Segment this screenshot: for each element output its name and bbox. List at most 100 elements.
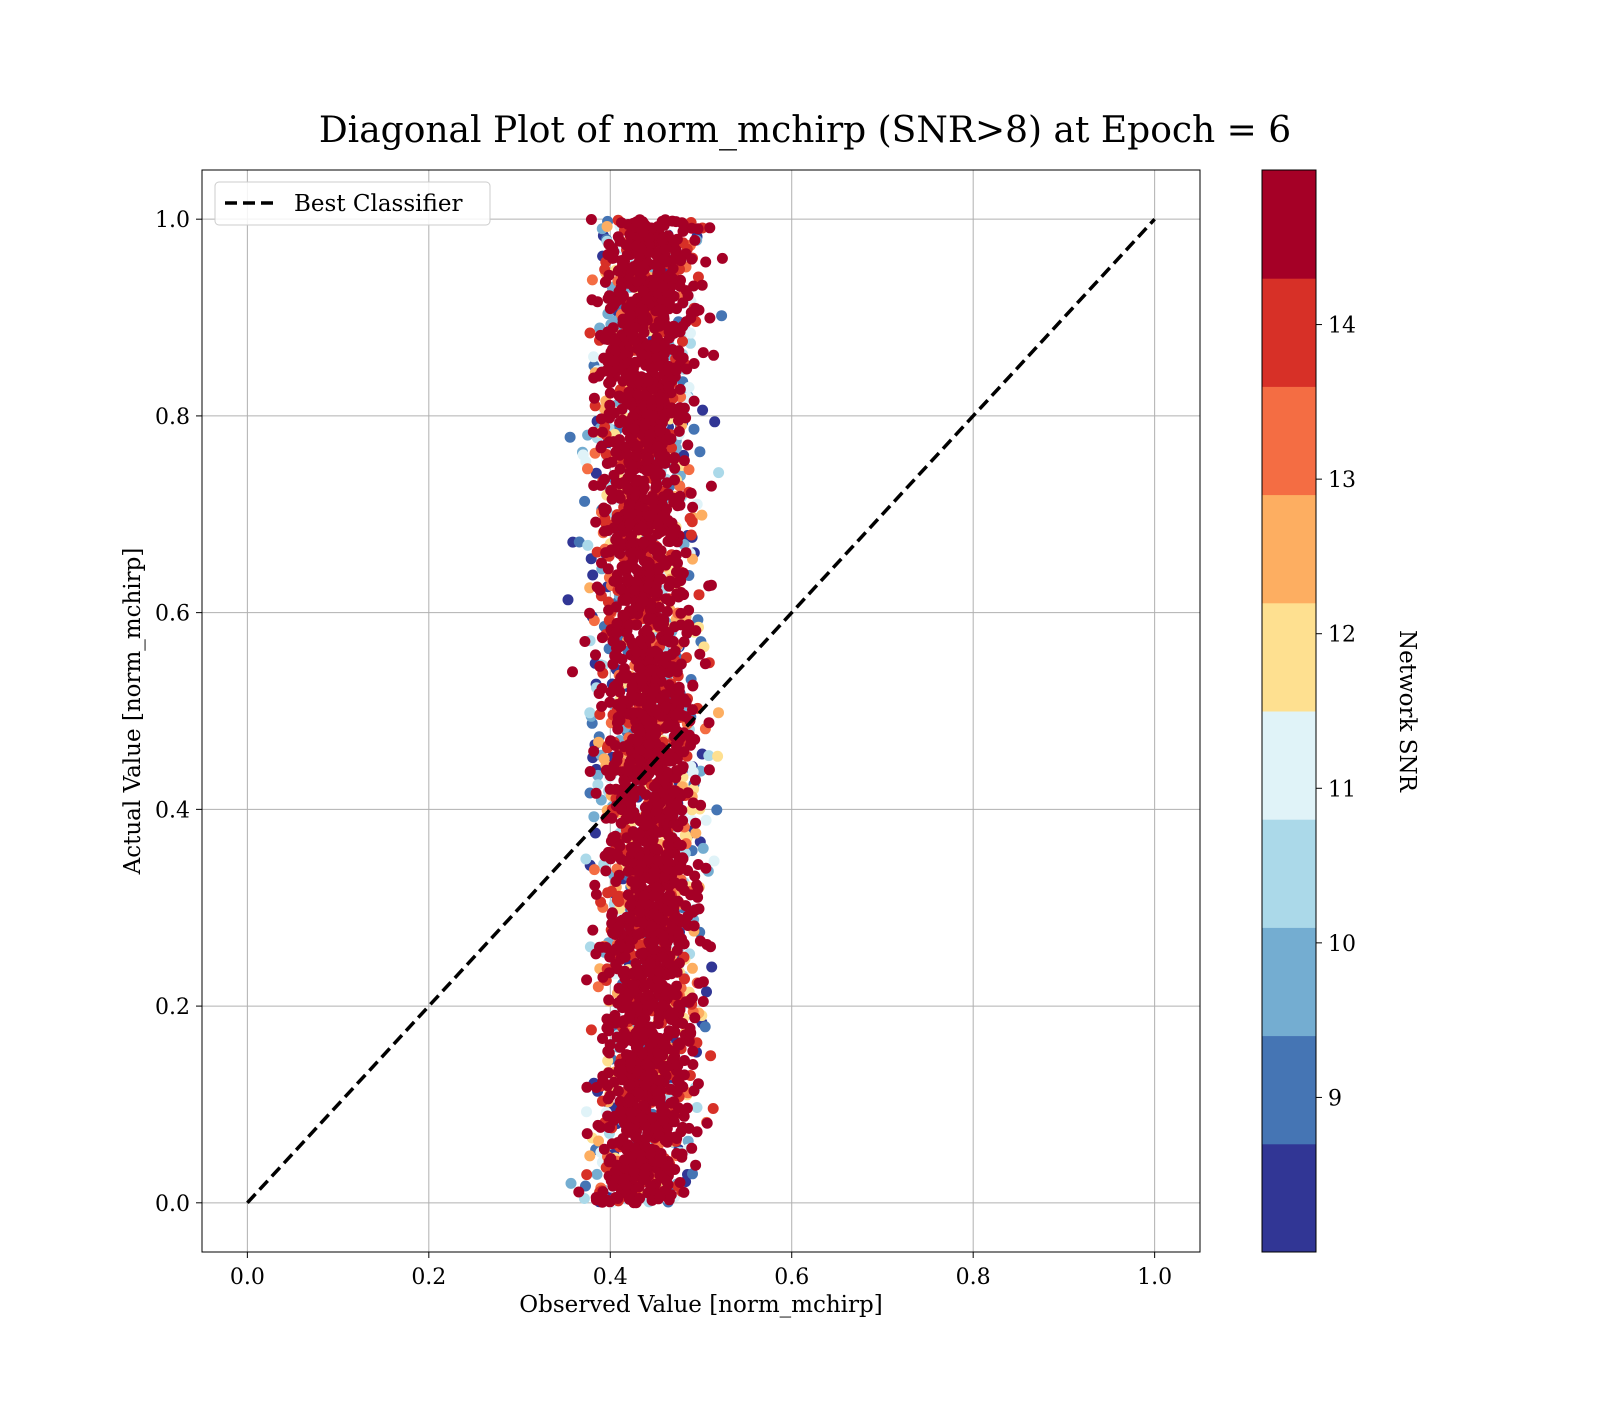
- scatter-point: [618, 1173, 630, 1185]
- scatter-point: [677, 225, 689, 237]
- colorbar-label: Network SNR: [1394, 630, 1420, 793]
- scatter-point: [670, 710, 682, 722]
- scatter-point: [650, 342, 661, 354]
- scatter-point: [596, 700, 608, 712]
- scatter-point: [683, 464, 695, 476]
- scatter-point: [699, 1021, 711, 1033]
- colorbar-band: [1262, 494, 1316, 604]
- scatter-point: [632, 389, 644, 401]
- scatter-point: [611, 717, 623, 729]
- scatter-point: [614, 463, 626, 475]
- scatter-point: [687, 501, 699, 513]
- scatter-point: [674, 490, 686, 502]
- scatter-point: [562, 594, 574, 606]
- scatter-point: [646, 1112, 658, 1124]
- scatter-point: [646, 1027, 658, 1039]
- scatter-point: [637, 595, 649, 607]
- scatter-point: [588, 351, 600, 363]
- scatter-point: [619, 349, 631, 361]
- scatter-point: [573, 536, 585, 548]
- scatter-point: [663, 1194, 675, 1206]
- scatter-point: [635, 1016, 647, 1028]
- colorbar-band: [1262, 278, 1316, 387]
- scatter-point: [564, 431, 576, 443]
- scatter-point: [632, 735, 644, 747]
- scatter-point: [614, 492, 626, 504]
- scatter-point: [705, 480, 717, 492]
- scatter-point: [661, 503, 673, 515]
- colorbar-band: [1262, 819, 1316, 928]
- scatter-point: [624, 1079, 636, 1091]
- scatter-point: [688, 395, 700, 407]
- scatter-point: [652, 854, 664, 866]
- scatter-point: [630, 840, 642, 852]
- scatter-point: [657, 1101, 668, 1113]
- scatter-point: [668, 1116, 680, 1128]
- colorbar: 9 10 11 12 13 14 Network SNR: [1261, 169, 1420, 1253]
- x-tick-label: 0.6: [774, 1265, 809, 1290]
- scatter-point: [677, 320, 689, 332]
- scatter-point: [620, 855, 632, 867]
- scatter-point: [648, 936, 660, 948]
- scatter-point: [692, 859, 704, 870]
- scatter-point: [629, 584, 641, 596]
- scatter-point: [664, 755, 676, 767]
- scatter-point: [644, 958, 656, 970]
- scatter-point: [674, 383, 686, 395]
- scatter-point: [624, 309, 636, 321]
- scatter-point: [631, 276, 643, 287]
- colorbar-band: [1262, 711, 1316, 820]
- scatter-point: [705, 941, 716, 953]
- scatter-point: [624, 619, 636, 631]
- x-tick-label: 0.2: [411, 1265, 446, 1290]
- scatter-point: [611, 1031, 623, 1043]
- scatter-point: [694, 648, 706, 660]
- scatter-point: [567, 666, 578, 678]
- scatter-point: [602, 249, 614, 261]
- scatter-point: [616, 403, 628, 415]
- scatter-point: [609, 650, 621, 662]
- scatter-point: [643, 452, 655, 464]
- scatter-point: [640, 714, 652, 726]
- scatter-point: [618, 775, 630, 787]
- colorbar-tick-label: 13: [1328, 468, 1356, 493]
- scatter-point: [592, 779, 604, 791]
- scatter-point: [636, 522, 648, 534]
- scatter-point: [590, 888, 602, 900]
- scatter-point: [607, 832, 619, 843]
- scatter-point: [712, 750, 724, 762]
- scatter-point: [585, 1024, 597, 1036]
- scatter-point: [648, 781, 660, 793]
- scatter-point: [705, 1050, 717, 1062]
- scatter-point: [606, 907, 618, 919]
- scatter-point: [596, 632, 608, 644]
- scatter-point: [663, 381, 675, 393]
- scatter-point: [639, 1168, 651, 1180]
- scatter-point: [682, 910, 694, 922]
- scatter-point: [713, 467, 725, 479]
- scatter-point: [667, 344, 678, 355]
- scatter-point: [603, 967, 615, 979]
- scatter-point: [690, 774, 701, 786]
- scatter-point: [653, 826, 665, 838]
- scatter-point: [677, 815, 689, 827]
- scatter-point: [634, 906, 646, 918]
- scatter-point: [594, 584, 606, 596]
- scatter-point: [588, 811, 600, 823]
- scatter-point: [632, 929, 643, 941]
- scatter-point: [701, 1117, 713, 1129]
- scatter-point: [666, 517, 678, 529]
- scatter-point: [604, 1196, 616, 1208]
- scatter-point: [700, 256, 712, 268]
- colorbar-ticks: 9 10 11 12 13 14: [1316, 314, 1356, 1111]
- scatter-point: [610, 446, 622, 458]
- scatter-point: [595, 413, 607, 425]
- scatter-point: [626, 680, 638, 692]
- scatter-point: [604, 783, 616, 795]
- scatter-point: [653, 574, 665, 586]
- scatter-point: [670, 1131, 681, 1143]
- scatter-point: [631, 1065, 643, 1077]
- scatter-point: [626, 329, 638, 341]
- scatter-point: [678, 693, 690, 705]
- scatter-point: [697, 842, 709, 854]
